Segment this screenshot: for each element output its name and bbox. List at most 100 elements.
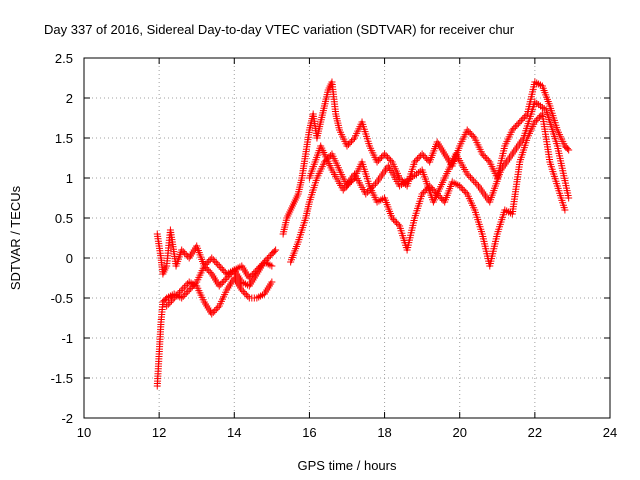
data-point [220,267,228,275]
data-point [220,277,228,285]
data-point [179,292,187,300]
data-point [163,302,171,310]
data-point [420,152,428,160]
data-point [182,289,190,297]
x-tick-label: 22 [528,425,542,440]
data-point [202,260,210,268]
data-point [209,256,217,264]
data-point [263,255,271,263]
data-point [205,267,213,275]
x-tick-label: 20 [452,425,466,440]
data-point [179,285,187,293]
data-points [153,78,573,390]
data-point [535,113,543,121]
data-point [180,283,188,291]
y-tick-label: 0 [66,251,73,266]
data-point [396,174,404,182]
data-point [565,194,573,202]
data-point [209,308,217,316]
data-point [418,190,426,198]
data-point [481,153,489,161]
data-point [508,126,516,134]
data-point [208,254,216,262]
data-point [184,288,192,296]
data-point [178,294,186,302]
data-point [412,156,420,164]
data-point [517,116,525,124]
data-point [176,288,184,296]
data-point [215,282,223,290]
data-point [522,112,530,120]
x-axis-label: GPS time / hours [298,458,397,473]
data-point [381,150,389,158]
data-point [376,155,384,163]
data-point [388,214,396,222]
data-point [174,290,182,298]
data-point [370,181,378,189]
data-point [205,257,213,265]
data-point [185,286,193,294]
y-tick-label: -0.5 [51,291,73,306]
data-point [511,123,519,131]
data-point [166,299,174,307]
data-point [367,185,375,193]
data-point [348,137,356,145]
data-point [423,155,431,163]
data-point [457,184,465,192]
data-point [208,310,216,318]
data-point [387,156,395,164]
data-point [468,175,476,183]
data-point [365,187,373,195]
y-tick-label: 1.5 [55,131,73,146]
data-point [179,248,187,256]
data-point [270,247,278,255]
data-point [531,118,539,126]
data-point [362,190,370,198]
x-tick-label: 24 [603,425,617,440]
data-point [393,219,401,227]
y-tick-label: -2 [61,411,73,426]
data-point [212,259,220,267]
data-point [385,155,393,163]
data-point [394,220,402,228]
data-point [462,188,470,196]
x-tick-label: 18 [377,425,391,440]
data-point [510,124,518,132]
chart-title: Day 337 of 2016, Sidereal Day-to-day VTE… [44,22,515,37]
plot-frame [83,57,611,419]
data-point [411,158,419,166]
data-point [182,251,190,259]
data-point [519,115,527,123]
data-point [463,170,471,178]
data-point [182,281,190,289]
data-point [561,206,569,214]
data-point [345,140,353,148]
data-point [466,173,474,181]
data-point [211,307,219,315]
data-point [378,153,386,161]
data-point [206,268,214,276]
x-tick-label: 16 [302,425,316,440]
data-point [384,153,392,161]
data-point [167,297,175,305]
y-tick-label: -1.5 [51,371,73,386]
data-point [463,126,471,134]
data-point [218,279,226,287]
data-point [181,291,189,299]
data-point [420,188,428,196]
data-point [473,180,481,188]
data-point [414,155,422,163]
data-point [421,153,429,161]
data-point [429,185,437,193]
data-point [242,291,250,299]
data-point [514,120,522,128]
data-point [171,293,179,301]
data-point [203,265,211,273]
data-point [565,146,573,154]
x-tick-label: 10 [77,425,91,440]
data-point [418,150,426,158]
data-point [272,246,280,254]
data-point [371,180,379,188]
data-point [382,152,390,160]
data-point [471,179,479,187]
